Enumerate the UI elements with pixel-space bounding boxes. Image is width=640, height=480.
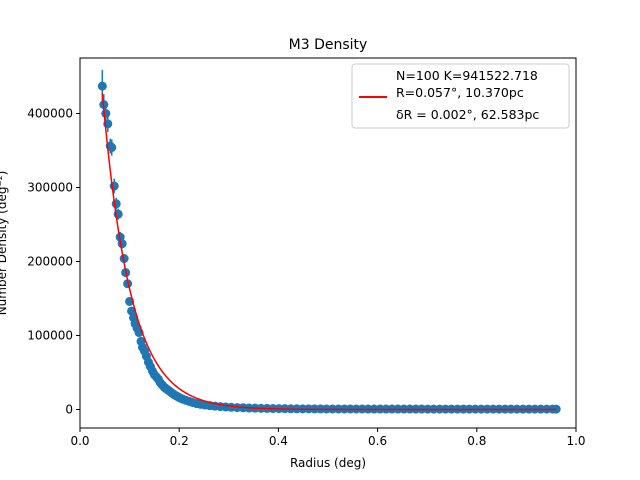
axes-frame [79,57,577,429]
x-axis: 0.0 0.2 0.4 0.6 0.8 1.0 [70,428,586,448]
legend-line-1: N=100 K=941522.718 [396,68,538,83]
x-axis-label: Radius (deg) [290,456,366,470]
fit-curve-layer [101,93,557,411]
chart-title: M3 Density [289,37,368,53]
data-point [111,199,121,209]
x-tick-label: 0.8 [467,434,486,448]
y-axis: 0 100000 200000 300000 400000 [27,107,80,417]
legend-line-3: δR = 0.002°, 62.583pc [396,107,539,122]
y-axis-label: Number Density (deg⁻²) [0,171,9,316]
x-tick-label: 0.2 [170,434,189,448]
fit-curve [101,93,557,411]
y-tick-label: 200000 [27,255,73,269]
x-tick-label: 0.0 [70,434,89,448]
x-tick-label: 1.0 [566,434,585,448]
data-point [107,143,117,153]
x-tick-label: 0.6 [368,434,387,448]
y-tick-label: 100000 [27,329,73,343]
y-tick-label: 0 [65,403,73,417]
y-tick-label: 300000 [27,181,73,195]
x-tick-label: 0.4 [269,434,288,448]
legend: N=100 K=941522.718 R=0.057°, 10.370pc δR… [351,63,570,129]
legend-line-2: R=0.057°, 10.370pc [396,85,524,100]
legend-box [351,63,570,129]
data-point [101,109,111,118]
data-point [123,279,133,289]
data-point [119,254,129,264]
plot-area [79,57,577,429]
y-tick-label: 400000 [27,107,73,121]
data-point [117,239,127,249]
data-point [97,81,107,91]
